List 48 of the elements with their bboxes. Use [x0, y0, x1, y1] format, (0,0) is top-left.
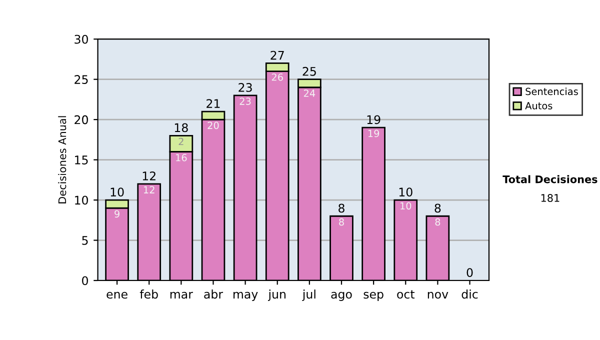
x-tick-label: nov [428, 292, 448, 299]
total-label: 10 [399, 188, 412, 197]
y-tick-label: 15 [75, 156, 88, 164]
total-label: 23 [238, 83, 252, 92]
data-label: 24 [304, 90, 316, 97]
data-label: 8 [435, 218, 440, 226]
total-label: 8 [338, 204, 344, 213]
x-tick-label: jun [268, 290, 286, 301]
total-label: 21 [206, 99, 220, 108]
data-label: 16 [176, 154, 187, 162]
data-label: 20 [208, 122, 219, 130]
total-label: 27 [270, 50, 284, 60]
x-tick-label: ene [106, 292, 128, 299]
y-tick-label: 0 [82, 276, 88, 286]
legend-label: Sentencias [526, 88, 578, 96]
data-label: 26 [272, 73, 283, 81]
y-tick-label: 5 [82, 236, 88, 245]
data-label: 19 [368, 130, 380, 138]
legend-label: Autos [525, 102, 552, 110]
x-tick-label: oct [397, 290, 415, 299]
total-label: 25 [302, 66, 316, 76]
x-tick-label: jul [302, 290, 316, 301]
total-label: 12 [142, 172, 156, 180]
x-tick-label: sep [364, 292, 384, 301]
total-label: 8 [434, 204, 441, 213]
total-label: 18 [174, 123, 188, 132]
y-axis-title: Decisiones Anual [58, 116, 66, 204]
y-tick-label: 10 [75, 196, 88, 205]
x-tick-label: ago [331, 292, 352, 301]
total-label: 10 [110, 188, 124, 197]
x-tick-label: may [234, 292, 258, 301]
data-label: 23 [240, 98, 251, 105]
data-label: 8 [339, 218, 344, 226]
data-label: 10 [400, 202, 412, 210]
data-label: 12 [144, 186, 154, 194]
x-tick-label: dic [462, 290, 478, 299]
total-label: 0 [466, 268, 473, 278]
y-tick-label: 20 [74, 115, 88, 124]
total-label: 19 [367, 115, 380, 124]
y-tick-label: 25 [74, 75, 88, 84]
x-tick-label: abr [204, 290, 224, 299]
data-label: 9 [114, 210, 120, 218]
text: 181 [541, 194, 560, 202]
x-tick-label: feb [140, 290, 158, 299]
text: Total Decisiones [502, 175, 598, 184]
data-label: 2 [178, 138, 184, 146]
x-tick-label: mar [170, 292, 193, 299]
y-tick-label: 30 [74, 34, 88, 44]
